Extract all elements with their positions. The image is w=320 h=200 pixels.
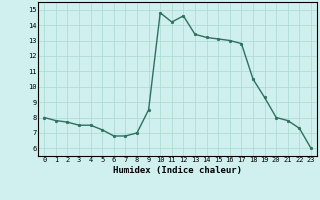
- X-axis label: Humidex (Indice chaleur): Humidex (Indice chaleur): [113, 166, 242, 175]
